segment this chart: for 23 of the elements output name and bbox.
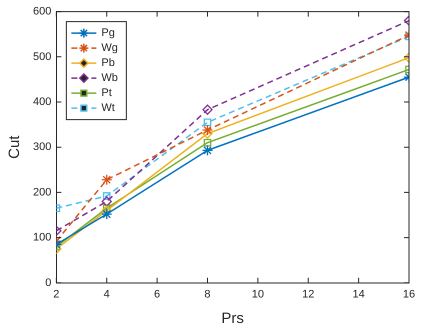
legend-label: Pt: [101, 87, 112, 100]
x-tick-label: 16: [402, 288, 416, 300]
x-axis-title: Prs: [221, 310, 244, 328]
x-tick-label: 14: [352, 288, 365, 300]
legend-label: Pb: [101, 57, 115, 70]
y-tick-label: 400: [32, 96, 52, 108]
y-tick-label: 500: [32, 50, 52, 63]
legend-label: Wb: [101, 72, 118, 84]
x-tick-label: 12: [302, 288, 314, 300]
y-tick-label: 100: [32, 232, 52, 244]
x-tick-label: 4: [104, 288, 110, 300]
y-axis-title: Cut: [6, 134, 24, 159]
legend-label: Wg: [101, 42, 118, 54]
x-tick-label: 8: [204, 288, 211, 300]
y-tick-label: 200: [32, 186, 52, 198]
x-tick-label: 2: [53, 288, 60, 300]
y-tick-label: 600: [32, 6, 52, 18]
y-tick-label: 300: [32, 141, 52, 154]
x-tick-label: 10: [252, 288, 264, 300]
x-tick-label: 6: [154, 288, 160, 300]
legend-label: Pg: [101, 27, 115, 40]
legend-label: Wt: [101, 102, 115, 114]
y-tick-label: 0: [45, 276, 52, 289]
